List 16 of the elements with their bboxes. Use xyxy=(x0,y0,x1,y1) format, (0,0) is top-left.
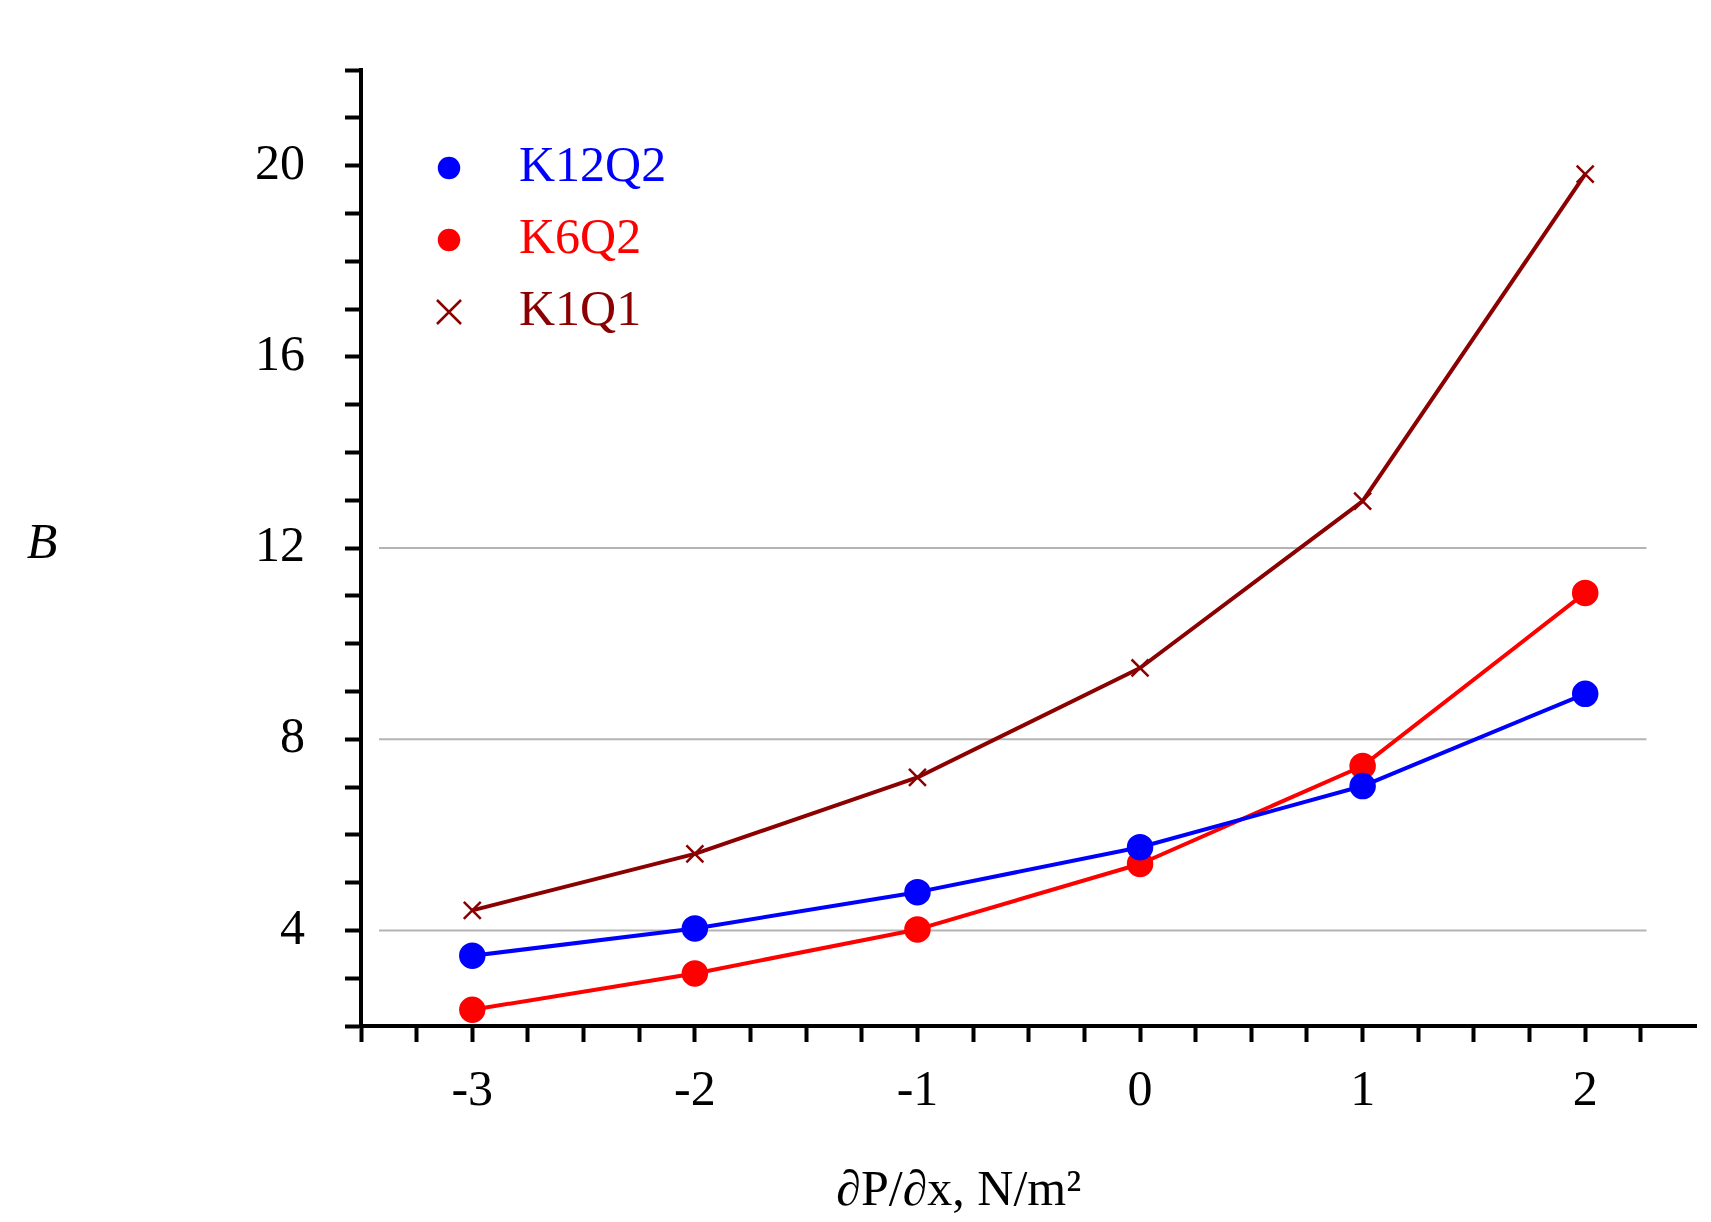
x-tick-label: 2 xyxy=(1572,1060,1598,1117)
y-tick-label: 16 xyxy=(255,324,305,381)
y-tick-label: 4 xyxy=(280,898,305,955)
x-tick-label: -1 xyxy=(896,1060,939,1117)
x-tick-label: -3 xyxy=(451,1060,494,1117)
y-tick-label: 20 xyxy=(255,133,305,190)
y-axis-title: B xyxy=(26,513,58,570)
legend-label: K1Q1 xyxy=(519,280,642,337)
legend-label: K6Q2 xyxy=(519,208,642,265)
legend-label: K12Q2 xyxy=(519,136,667,193)
x-tick-label: 1 xyxy=(1350,1060,1376,1117)
y-tick-label: 8 xyxy=(280,707,305,764)
x-tick-label: 0 xyxy=(1127,1060,1153,1117)
x-tick-label: -2 xyxy=(674,1060,716,1117)
x-axis-title: ∂P/∂x, N/m² xyxy=(836,1160,1082,1216)
y-tick-label: 12 xyxy=(255,516,305,573)
